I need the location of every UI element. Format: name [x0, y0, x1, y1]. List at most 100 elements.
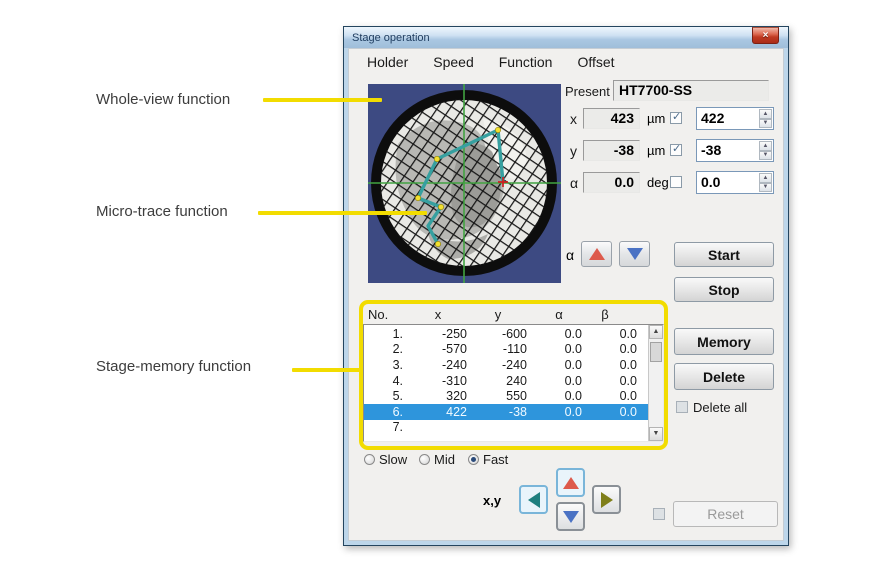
- table-row[interactable]: 3. -240 -240 0.0 0.0: [364, 357, 648, 373]
- table-cell: 0.0: [564, 389, 582, 404]
- window-content: Holder Speed Function Offset: [348, 48, 784, 541]
- spinner-alpha[interactable]: ▲ ▼: [759, 173, 772, 192]
- radio-mid[interactable]: Mid: [419, 452, 455, 467]
- menu-bar: Holder Speed Function Offset: [349, 49, 783, 75]
- move-checkbox-y[interactable]: [670, 142, 682, 156]
- menu-holder[interactable]: Holder: [367, 54, 409, 70]
- table-row[interactable]: 6. 422 -38 0.0 0.0: [364, 403, 648, 420]
- coordinate-row-x: x 423 µm 422 ▲▼: [349, 107, 785, 130]
- menu-function[interactable]: Function: [498, 54, 553, 70]
- table-scrollbar[interactable]: ▲ ▼: [648, 325, 663, 441]
- table-cell: 422: [446, 404, 467, 419]
- spin-up-icon: ▲: [759, 109, 772, 119]
- stage-operation-window: Stage operation × Holder Speed Function …: [343, 26, 789, 546]
- move-checkbox-alpha[interactable]: [670, 176, 682, 188]
- axis-label: x: [570, 111, 577, 127]
- table-row[interactable]: 5. 320 550 0.0 0.0: [364, 388, 648, 404]
- spinner-x[interactable]: ▲ ▼: [759, 109, 772, 128]
- spinner-y[interactable]: ▲ ▼: [759, 141, 772, 160]
- up-triangle-icon: [588, 248, 605, 260]
- memory-table[interactable]: 1. -250 -600 0.0 0.0 2. -570 -110 0.0 0.0 3. -240 -2…: [363, 324, 664, 442]
- table-cell: 3.: [392, 357, 403, 372]
- reset-button[interactable]: Reset: [673, 501, 778, 527]
- whole-view-display[interactable]: [368, 84, 561, 283]
- window-title: Stage operation: [352, 31, 430, 44]
- stop-button[interactable]: Stop: [674, 277, 774, 302]
- coordinate-row-y: y -38 µm -38 ▲▼: [349, 139, 785, 162]
- table-cell: -570: [441, 342, 467, 357]
- scroll-down-icon[interactable]: ▼: [649, 427, 663, 441]
- close-button[interactable]: ×: [752, 27, 779, 44]
- spin-up-icon: ▲: [759, 141, 772, 151]
- right-triangle-icon: [600, 491, 613, 508]
- table-row[interactable]: 2. -570 -110 0.0 0.0: [364, 342, 648, 358]
- annotation-line-micro-trace: [258, 211, 427, 215]
- spin-up-icon: ▲: [759, 173, 772, 183]
- table-row[interactable]: 7.: [364, 420, 648, 436]
- present-label: Present: [565, 84, 610, 99]
- alpha-tilt-up-button[interactable]: [581, 241, 612, 267]
- xy-pad-label: x,y: [483, 493, 502, 508]
- table-cell: -38: [508, 404, 527, 419]
- menu-speed[interactable]: Speed: [433, 54, 474, 70]
- table-cell: 550: [506, 389, 527, 404]
- radio-slow[interactable]: Slow: [364, 452, 407, 467]
- radio-icon: [468, 454, 479, 465]
- radio-icon: [419, 454, 430, 465]
- current-value-alpha: 0.0: [583, 172, 640, 193]
- target-input-y[interactable]: -38 ▲ ▼: [696, 139, 774, 162]
- table-cell: 0.0: [564, 373, 582, 388]
- table-cell: 0.0: [564, 404, 582, 419]
- scroll-up-icon[interactable]: ▲: [649, 325, 663, 339]
- table-cell: 1.: [392, 326, 403, 341]
- table-cell: 0.0: [619, 404, 637, 419]
- memory-button[interactable]: Memory: [674, 328, 774, 355]
- annotation-line-whole-view: [263, 98, 382, 102]
- table-header-x: x: [434, 307, 442, 322]
- radio-fast[interactable]: Fast: [468, 452, 508, 467]
- table-row[interactable]: 1. -250 -600 0.0 0.0: [364, 326, 648, 342]
- table-cell: 7.: [392, 420, 403, 435]
- alpha-tilt-down-button[interactable]: [619, 241, 650, 267]
- delete-all-label: Delete all: [693, 400, 748, 415]
- table-row[interactable]: 4. -310 240 0.0 0.0: [364, 373, 648, 389]
- table-cell: 240: [506, 373, 527, 388]
- axis-label: y: [570, 143, 577, 159]
- target-input-alpha[interactable]: 0.0 ▲ ▼: [696, 171, 774, 194]
- table-header-y: y: [494, 307, 502, 322]
- title-bar[interactable]: Stage operation ×: [344, 27, 788, 48]
- scrollbar-thumb[interactable]: [650, 342, 662, 362]
- table-cell: 0.0: [619, 357, 637, 372]
- table-cell: -250: [441, 326, 467, 341]
- coordinate-row-alpha: α 0.0 deg 0.0 ▲ ▼: [349, 171, 785, 194]
- reset-checkbox[interactable]: [653, 508, 665, 520]
- unit-label: µm: [647, 111, 666, 126]
- current-position-marker: [498, 177, 508, 187]
- close-icon: ×: [762, 30, 769, 41]
- stage-right-button[interactable]: [592, 485, 621, 514]
- delete-all-checkbox[interactable]: [676, 401, 688, 413]
- start-button[interactable]: Start: [674, 242, 774, 267]
- unit-label: µm: [647, 143, 666, 158]
- alpha-jog-label: α: [566, 247, 575, 263]
- stage-down-button[interactable]: [556, 502, 585, 531]
- move-checkbox-x[interactable]: [670, 110, 682, 124]
- annotation-stage-memory: Stage-memory function: [96, 358, 252, 375]
- stage-up-button[interactable]: [556, 468, 585, 497]
- annotation-whole-view: Whole-view function: [96, 91, 231, 108]
- annotation-line-stage-memory: [292, 368, 360, 372]
- table-cell: 320: [446, 389, 467, 404]
- up-triangle-icon: [562, 476, 579, 489]
- left-triangle-icon: [527, 491, 540, 508]
- table-header-beta: β: [601, 307, 609, 322]
- table-cell: 0.0: [619, 342, 637, 357]
- table-cell: 0.0: [619, 373, 637, 388]
- spin-down-icon: ▼: [759, 182, 772, 192]
- current-value-x: 423: [583, 108, 640, 129]
- menu-offset[interactable]: Offset: [577, 54, 615, 70]
- target-input-x[interactable]: 422 ▲ ▼: [696, 107, 774, 130]
- delete-button[interactable]: Delete: [674, 363, 774, 390]
- table-cell: -110: [502, 342, 527, 357]
- stage-left-button[interactable]: [519, 485, 548, 514]
